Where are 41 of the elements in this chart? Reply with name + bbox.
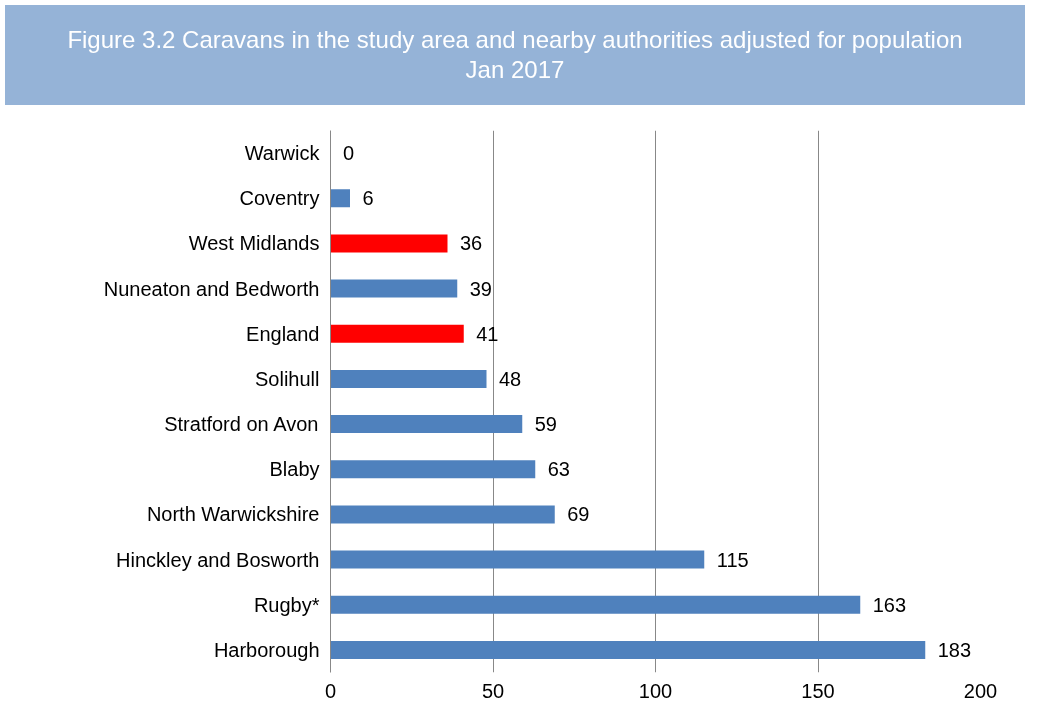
x-tick-label: 50 bbox=[481, 679, 505, 702]
data-label: 41 bbox=[476, 322, 499, 345]
y-tick-label: Nuneaton and Bedworth bbox=[103, 277, 320, 300]
y-tick-label: England bbox=[246, 322, 320, 345]
data-label: 0 bbox=[343, 142, 355, 165]
y-tick-label: Harborough bbox=[213, 638, 320, 661]
data-label: 63 bbox=[547, 458, 570, 481]
chart-title: Figure 3.2 Caravans in the study area and nearby authorities adjusted for population Jan 2017 bbox=[66, 25, 964, 85]
y-tick-label: Coventry bbox=[239, 187, 320, 210]
data-label: 36 bbox=[460, 232, 483, 255]
bar bbox=[330, 415, 523, 434]
x-tick-label: 200 bbox=[963, 679, 998, 702]
data-label: 6 bbox=[362, 187, 374, 210]
bar bbox=[330, 279, 458, 298]
data-label: 115 bbox=[716, 548, 749, 571]
data-label: 163 bbox=[872, 593, 907, 616]
y-tick-label: Solihull bbox=[255, 367, 320, 390]
x-tick-label: 0 bbox=[324, 679, 337, 702]
bar bbox=[330, 595, 861, 614]
bar bbox=[330, 234, 448, 253]
data-label: 48 bbox=[499, 367, 522, 390]
y-tick-label: Warwick bbox=[244, 142, 321, 165]
data-label: 183 bbox=[937, 638, 972, 661]
y-tick-label: Blaby bbox=[269, 458, 320, 481]
x-tick-label: 150 bbox=[801, 679, 835, 702]
data-label: 59 bbox=[534, 413, 557, 436]
bar bbox=[330, 189, 350, 208]
data-label: 69 bbox=[567, 503, 590, 526]
bar bbox=[330, 505, 555, 524]
bar bbox=[330, 369, 487, 388]
y-tick-label: West Midlands bbox=[188, 232, 320, 255]
bar bbox=[330, 550, 705, 569]
y-tick-label: Stratford on Avon bbox=[164, 413, 319, 436]
y-tick-label: Hinckley and Bosworth bbox=[116, 548, 320, 571]
bar bbox=[330, 324, 464, 343]
x-tick-label: 100 bbox=[638, 679, 673, 702]
bar bbox=[330, 640, 926, 659]
y-tick-label: Rugby* bbox=[253, 593, 320, 616]
bar bbox=[330, 460, 536, 479]
data-label: 39 bbox=[469, 277, 492, 300]
y-tick-label: North Warwickshire bbox=[146, 503, 320, 526]
